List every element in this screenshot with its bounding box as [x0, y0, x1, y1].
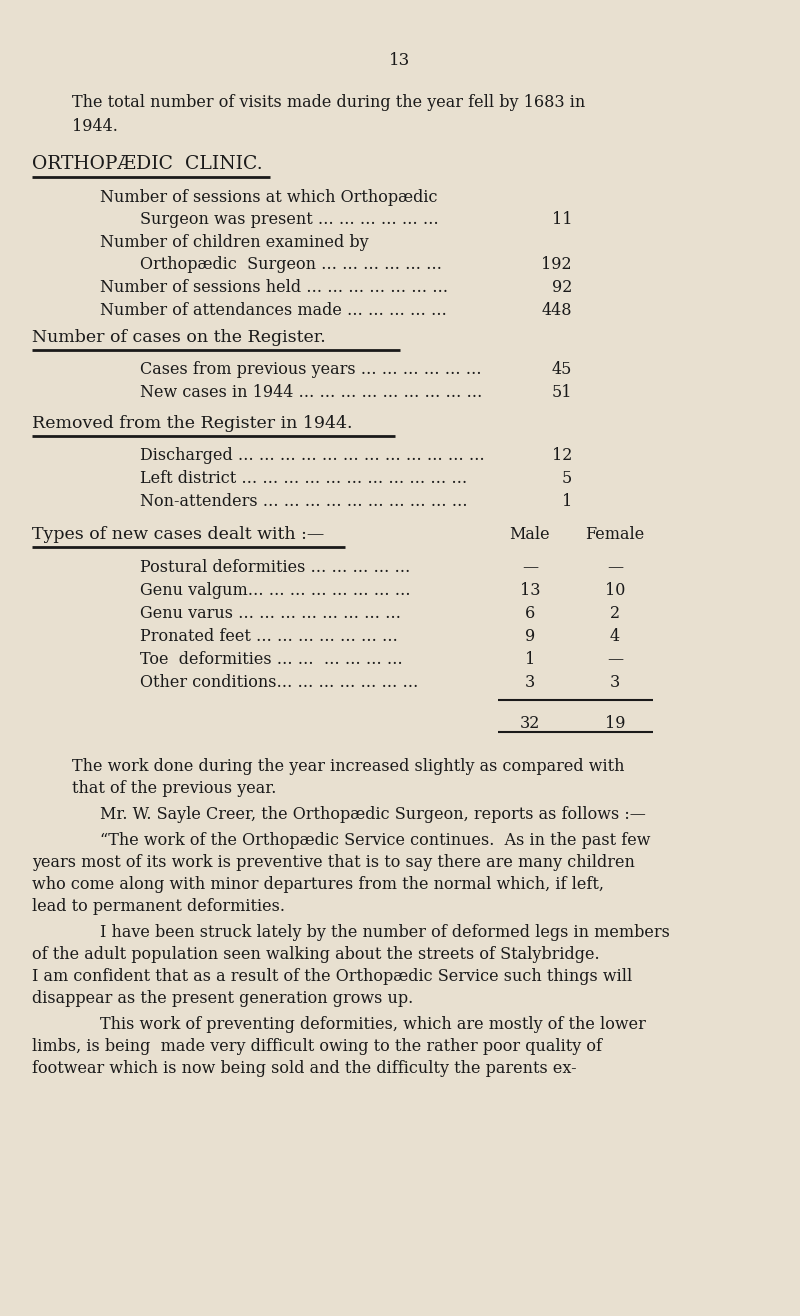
Text: Mr. W. Sayle Creer, the Orthopædic Surgeon, reports as follows :—: Mr. W. Sayle Creer, the Orthopædic Surge…	[100, 805, 646, 822]
Text: Number of children examined by: Number of children examined by	[100, 234, 369, 251]
Text: Left district … … … … … … … … … … …: Left district … … … … … … … … … … …	[140, 470, 467, 487]
Text: 9: 9	[525, 628, 535, 645]
Text: 10: 10	[605, 582, 625, 599]
Text: 11: 11	[551, 211, 572, 228]
Text: The total number of visits made during the year fell by 1683 in: The total number of visits made during t…	[72, 93, 586, 111]
Text: Pronated feet … … … … … … …: Pronated feet … … … … … … …	[140, 628, 398, 645]
Text: 32: 32	[520, 715, 540, 732]
Text: New cases in 1944 … … … … … … … … …: New cases in 1944 … … … … … … … … …	[140, 384, 482, 401]
Text: disappear as the present generation grows up.: disappear as the present generation grow…	[32, 990, 414, 1007]
Text: 13: 13	[390, 53, 410, 68]
Text: “The work of the Orthopædic Service continues.  As in the past few: “The work of the Orthopædic Service cont…	[100, 832, 650, 849]
Text: 1944.: 1944.	[72, 118, 118, 136]
Text: Postural deformities … … … … …: Postural deformities … … … … …	[140, 559, 410, 576]
Text: The work done during the year increased slightly as compared with: The work done during the year increased …	[72, 758, 625, 775]
Text: Number of sessions at which Orthopædic: Number of sessions at which Orthopædic	[100, 190, 438, 207]
Text: Male: Male	[510, 526, 550, 544]
Text: Number of attendances made … … … … …: Number of attendances made … … … … …	[100, 301, 447, 318]
Text: of the adult population seen walking about the streets of Stalybridge.: of the adult population seen walking abo…	[32, 946, 600, 963]
Text: 45: 45	[552, 361, 572, 378]
Text: This work of preventing deformities, which are mostly of the lower: This work of preventing deformities, whi…	[100, 1016, 646, 1033]
Text: 2: 2	[610, 605, 620, 622]
Text: —: —	[607, 651, 623, 669]
Text: Types of new cases dealt with :—: Types of new cases dealt with :—	[32, 526, 324, 544]
Text: Surgeon was present … … … … … …: Surgeon was present … … … … … …	[140, 211, 438, 228]
Text: Non-attenders … … … … … … … … … …: Non-attenders … … … … … … … … … …	[140, 494, 468, 511]
Text: footwear which is now being sold and the difficulty the parents ex-: footwear which is now being sold and the…	[32, 1059, 577, 1076]
Text: —: —	[607, 559, 623, 576]
Text: Genu varus … … … … … … … …: Genu varus … … … … … … … …	[140, 605, 401, 622]
Text: 3: 3	[525, 674, 535, 691]
Text: Toe  deformities … …  … … … …: Toe deformities … … … … … …	[140, 651, 402, 669]
Text: 19: 19	[605, 715, 626, 732]
Text: 4: 4	[610, 628, 620, 645]
Text: Female: Female	[586, 526, 645, 544]
Text: Orthopædic  Surgeon … … … … … …: Orthopædic Surgeon … … … … … …	[140, 257, 442, 272]
Text: 51: 51	[551, 384, 572, 401]
Text: 1: 1	[562, 494, 572, 511]
Text: Cases from previous years … … … … … …: Cases from previous years … … … … … …	[140, 361, 482, 378]
Text: I have been struck lately by the number of deformed legs in members: I have been struck lately by the number …	[100, 924, 670, 941]
Text: 1: 1	[525, 651, 535, 669]
Text: ORTHOPÆDIC  CLINIC.: ORTHOPÆDIC CLINIC.	[32, 155, 262, 172]
Text: 92: 92	[552, 279, 572, 296]
Text: Number of cases on the Register.: Number of cases on the Register.	[32, 329, 326, 346]
Text: Genu valgum… … … … … … … …: Genu valgum… … … … … … … …	[140, 582, 410, 599]
Text: Removed from the Register in 1944.: Removed from the Register in 1944.	[32, 415, 353, 432]
Text: Number of sessions held … … … … … … …: Number of sessions held … … … … … … …	[100, 279, 448, 296]
Text: who come along with minor departures from the normal which, if left,: who come along with minor departures fro…	[32, 876, 604, 894]
Text: limbs, is being  made very difficult owing to the rather poor quality of: limbs, is being made very difficult owin…	[32, 1038, 602, 1055]
Text: Discharged … … … … … … … … … … … …: Discharged … … … … … … … … … … … …	[140, 447, 485, 465]
Text: 6: 6	[525, 605, 535, 622]
Text: 5: 5	[562, 470, 572, 487]
Text: —: —	[522, 559, 538, 576]
Text: 12: 12	[552, 447, 572, 465]
Text: that of the previous year.: that of the previous year.	[72, 780, 276, 797]
Text: 13: 13	[520, 582, 540, 599]
Text: years most of its work is preventive that is to say there are many children: years most of its work is preventive tha…	[32, 854, 635, 871]
Text: Other conditions… … … … … … …: Other conditions… … … … … … …	[140, 674, 418, 691]
Text: I am confident that as a result of the Orthopædic Service such things will: I am confident that as a result of the O…	[32, 969, 632, 984]
Text: 192: 192	[542, 257, 572, 272]
Text: 448: 448	[542, 301, 572, 318]
Text: 3: 3	[610, 674, 620, 691]
Text: lead to permanent deformities.: lead to permanent deformities.	[32, 898, 285, 915]
